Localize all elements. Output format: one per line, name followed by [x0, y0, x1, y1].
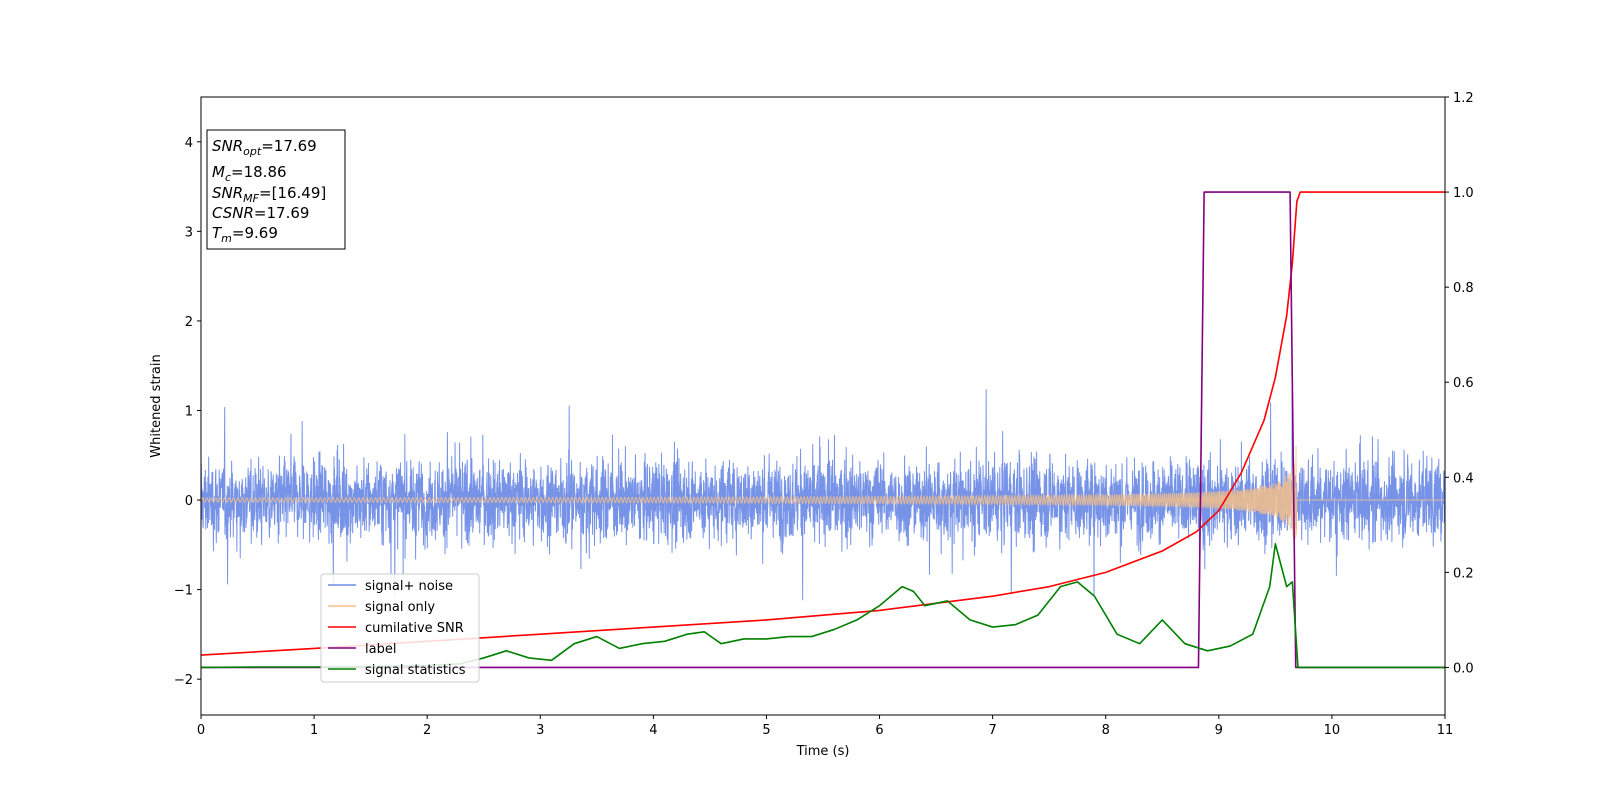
x-tick-label-9: 9	[1215, 723, 1223, 738]
x-tick-label-11: 11	[1437, 723, 1454, 738]
info-snr-mf: SNRMF=[16.49]	[212, 184, 326, 205]
plot-frame	[200, 96, 1446, 716]
series-layer	[201, 191, 1445, 669]
y-left-tick-label-6: 4	[185, 136, 193, 151]
y-right-tick-label-4: 0.8	[1453, 281, 1474, 296]
y-axis-label-left: Whitened strain	[149, 354, 164, 457]
y-axis-right: 0.0 0.2 0.4 0.6 0.8 1.0 1.2	[1445, 91, 1474, 676]
x-tick-label-2: 2	[423, 723, 431, 738]
x-tick-label-8: 8	[1102, 723, 1110, 738]
x-axis-label: Time (s)	[796, 744, 850, 759]
y-left-tick-label-3: 1	[185, 404, 193, 419]
y-right-tick-label-1: 0.2	[1453, 566, 1474, 581]
legend-label-signal-statistics: signal statistics	[365, 663, 466, 678]
y-left-tick-label-1: −1	[174, 584, 193, 599]
y-right-tick-label-0: 0.0	[1453, 661, 1474, 676]
x-tick-label-0: 0	[197, 723, 205, 738]
legend-label-signal-only: signal only	[365, 600, 435, 615]
series-signal-statistics	[201, 543, 1445, 669]
x-tick-label-4: 4	[649, 723, 657, 738]
y-right-tick-label-3: 0.6	[1453, 376, 1474, 391]
x-tick-label-1: 1	[310, 723, 318, 738]
y-left-tick-label-4: 2	[185, 315, 193, 330]
x-tick-label-3: 3	[536, 723, 544, 738]
x-axis: 0 1 2 3 4 5 6 7 8 9 10 11	[197, 715, 1453, 738]
x-tick-label-10: 10	[1324, 723, 1341, 738]
y-left-tick-label-0: −2	[174, 673, 193, 688]
info-snr-opt: SNRopt=17.69	[212, 137, 317, 158]
y-axis-left: −2 −1 0 1 2 3 4	[174, 136, 201, 688]
x-tick-label-5: 5	[762, 723, 770, 738]
info-mc: Mc=18.86	[212, 163, 287, 184]
legend-label-label: label	[365, 642, 396, 657]
legend: signal+ noise signal only cumilative SNR…	[320, 573, 480, 683]
info-csnr: CSNR=17.69	[212, 204, 309, 222]
series-signal-only	[201, 445, 1445, 539]
legend-label-cumulative-snr: cumilative SNR	[365, 621, 464, 636]
info-box: SNRopt=17.69 Mc=18.86 SNRMF=[16.49] CSNR…	[206, 129, 346, 250]
legend-label-signal-noise: signal+ noise	[365, 579, 453, 594]
x-tick-label-6: 6	[875, 723, 883, 738]
x-tick-label-7: 7	[988, 723, 996, 738]
y-right-tick-label-6: 1.2	[1453, 91, 1474, 106]
y-left-tick-label-2: 0	[185, 494, 193, 509]
y-right-tick-label-5: 1.0	[1453, 186, 1474, 201]
y-right-tick-label-2: 0.4	[1453, 471, 1474, 486]
y-left-tick-label-5: 3	[185, 225, 193, 240]
info-tm: Tm=9.69	[212, 224, 278, 245]
